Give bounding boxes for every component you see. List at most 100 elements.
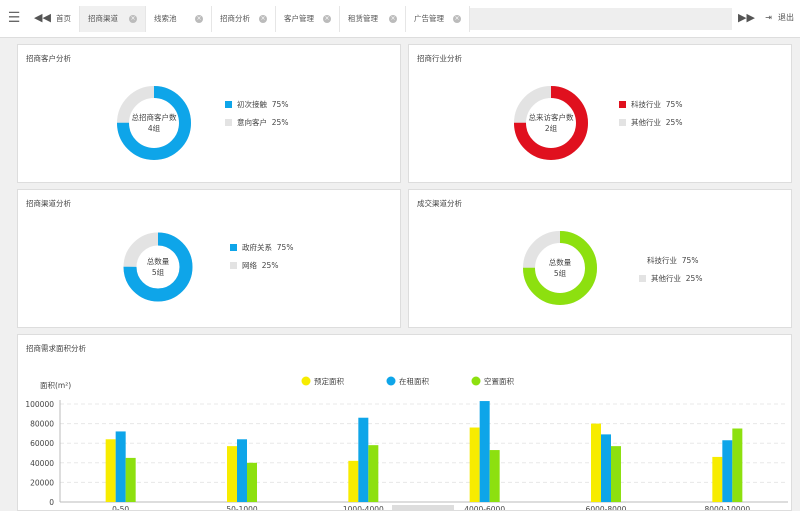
tab-label: 租赁管理 — [348, 14, 378, 23]
legend-item: 政府关系 75% — [230, 242, 293, 260]
donut-arc-primary — [514, 86, 588, 160]
donut-center-title: 总来访客户数 — [528, 113, 574, 122]
legend-item: 其他行业 25% — [619, 117, 682, 135]
legend-item: 网络 25% — [230, 260, 293, 278]
tab-label: 广告管理 — [414, 14, 444, 23]
close-icon[interactable]: × — [195, 15, 203, 23]
legend-item: 科技行业 75% — [639, 255, 702, 273]
donut-arc-primary — [123, 232, 193, 302]
x-tick-label: 6000-8000 — [586, 505, 627, 511]
donut-center-title: 总数量 — [146, 257, 170, 266]
tab-label: 首页 — [56, 14, 71, 23]
legend-percent: 75% — [271, 100, 289, 109]
legend-item: 科技行业 75% — [619, 99, 682, 117]
legend: 科技行业 75% 其他行业 25% — [639, 255, 702, 291]
legend-label: 在租面积 — [399, 376, 429, 386]
donut-center-label: 总来访客户数 2组 — [511, 112, 591, 134]
tab-analysis[interactable]: 招商分析 × — [212, 6, 276, 32]
logout-button[interactable]: ⇥ 退出 — [765, 12, 794, 23]
legend-label: 其他行业 — [631, 118, 661, 127]
bar — [247, 462, 257, 502]
y-tick-label: 20000 — [30, 478, 54, 487]
bar — [227, 446, 237, 502]
y-tick-label: 0 — [49, 498, 54, 507]
legend-percent: 75% — [276, 243, 294, 252]
donut-center-label: 总数量 5组 — [120, 256, 196, 278]
legend-swatch — [225, 119, 232, 126]
bar — [348, 460, 359, 502]
x-tick-label: 8000-10000 — [705, 505, 751, 511]
close-icon[interactable]: × — [323, 15, 331, 23]
bar — [601, 434, 611, 502]
donut-arc-primary — [523, 231, 597, 305]
legend-swatch — [619, 101, 626, 108]
tab-label: 客户管理 — [284, 14, 314, 23]
bar — [591, 423, 601, 502]
bar — [125, 457, 136, 502]
legend-marker — [301, 376, 311, 386]
legend-swatch — [639, 275, 646, 282]
donut-center-value: 2组 — [544, 124, 558, 133]
bar — [358, 417, 369, 502]
legend-marker — [471, 376, 481, 386]
tab-ads[interactable]: 广告管理 × — [406, 6, 470, 32]
bar — [469, 427, 480, 502]
x-tick-label: 1000-4000 — [343, 505, 384, 511]
scroll-tabs-right-icon[interactable]: ▶▶ — [738, 11, 755, 24]
donut-chart — [523, 231, 597, 305]
tab-lead-pool[interactable]: 线索池 × — [146, 6, 212, 32]
legend-label: 其他行业 — [651, 274, 681, 283]
tab-channel[interactable]: 招商渠道 × — [80, 6, 146, 32]
panel-industry-analysis: 招商行业分析 总来访客户数 2组 科技行业 75% 其他行业 25% — [408, 44, 792, 183]
y-tick-label: 80000 — [30, 420, 54, 429]
close-icon[interactable]: × — [453, 15, 461, 23]
bar — [479, 401, 490, 502]
tab-label: 线索池 — [154, 14, 177, 23]
bar — [489, 450, 500, 502]
legend-item: 其他行业 25% — [639, 273, 702, 291]
donut-arc-primary — [117, 86, 191, 160]
tab-home[interactable]: 首页 — [48, 6, 80, 32]
bar — [115, 431, 126, 502]
legend-label: 初次接触 — [237, 100, 267, 109]
menu-icon[interactable]: ☰ — [7, 10, 21, 26]
top-navigation-bar: ☰ ◀◀ 首页 招商渠道 × 线索池 × 招商分析 × 客户管理 × 租赁管理 × 广告管… — [0, 0, 800, 38]
bar — [105, 439, 116, 502]
legend-percent: 75% — [665, 100, 683, 109]
legend-label: 预定面积 — [314, 376, 344, 386]
legend-swatch — [230, 244, 237, 251]
panel-customer-analysis: 招商客户分析 总招商客户数 4组 初次接触 75% 意向客户 25% — [17, 44, 401, 183]
legend-label: 科技行业 — [631, 100, 661, 109]
x-tick-label: 50-1000 — [226, 505, 258, 511]
legend-label: 空置面积 — [484, 376, 514, 386]
donut-chart — [514, 86, 588, 160]
close-icon[interactable]: × — [389, 15, 397, 23]
scroll-tabs-left-icon[interactable]: ◀◀ — [34, 11, 51, 24]
legend: 科技行业 75% 其他行业 25% — [619, 99, 682, 135]
legend-percent: 25% — [271, 118, 289, 127]
donut-chart — [117, 86, 191, 160]
legend-swatch — [619, 119, 626, 126]
y-tick-label: 60000 — [30, 439, 54, 448]
panel-title: 招商需求面积分析 — [26, 344, 86, 353]
bar — [732, 428, 743, 502]
donut-center-value: 5组 — [151, 268, 165, 277]
legend-percent: 25% — [261, 261, 279, 270]
donut-center-value: 4组 — [147, 124, 161, 133]
close-icon[interactable]: × — [259, 15, 267, 23]
close-icon[interactable]: × — [129, 15, 137, 23]
horizontal-scrollbar[interactable] — [392, 505, 454, 511]
tab-customer[interactable]: 客户管理 × — [276, 6, 340, 32]
bar — [722, 440, 733, 502]
bar-chart: 面积(m²) 0 20000 40000 60000 80000 100000 预定面积 在租面… — [25, 376, 788, 511]
panel-title: 成交渠道分析 — [417, 199, 462, 208]
legend-swatch — [225, 101, 232, 108]
y-axis-label: 面积(m²) — [40, 380, 71, 390]
logout-label: 退出 — [778, 13, 794, 22]
donut-center-title: 总招商客户数 — [131, 113, 177, 122]
tab-lease[interactable]: 租赁管理 × — [340, 6, 406, 32]
tab-strip-empty — [470, 8, 732, 30]
y-tick-label: 100000 — [25, 400, 54, 409]
legend-item: 初次接触 75% — [225, 99, 288, 117]
donut-center-label: 总数量 5组 — [520, 257, 600, 279]
